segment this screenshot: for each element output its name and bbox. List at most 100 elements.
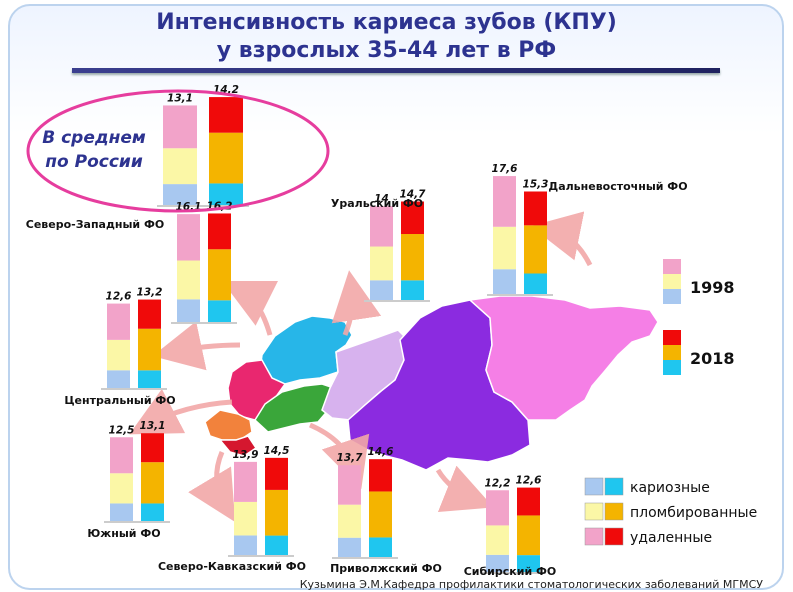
component-swatch-2018 [604,477,624,496]
value-label-1998: 13,1 [167,92,193,104]
bar-baseline [364,300,430,302]
value-label-2018: 13,1 [140,420,166,432]
value-label-2018: 13,2 [137,287,163,299]
bar-baseline [480,572,546,574]
bar-2018-carious [369,537,392,557]
bar-2018-filled [141,462,164,504]
value-label-1998: 12,6 [106,291,132,303]
bar-2018-extracted [138,299,161,329]
bar-1998-extracted [163,105,197,149]
bar-2018-carious [138,370,161,388]
bar-1998-carious [370,280,393,300]
bar-1998-filled [110,473,133,504]
bar-group-region-7: 12,2 12,6 [480,475,546,574]
value-label-1998: 17,6 [492,163,518,175]
bar-2018-carious [401,280,424,300]
map-south-district [204,409,253,441]
bar-2018-extracted [209,97,243,133]
bar-baseline [101,388,167,390]
bar-baseline [487,294,553,296]
bar-baseline [104,521,170,523]
bar-baseline [171,322,237,324]
bar-2018-carious [265,535,288,555]
bar-1998-filled [177,260,200,300]
bar-1998-extracted [107,303,130,340]
chart-title-line-1: Интенсивность кариеса зубов (КПУ) [156,10,617,35]
value-label-1998: 13,7 [337,452,364,464]
bar-2018-extracted [401,201,424,235]
bar-1998-extracted [234,461,257,502]
bar-baseline [157,205,249,207]
bar-2018-carious [141,503,164,521]
map-north-caucasus-district [218,435,258,457]
component-legend-label: удаленные [630,530,712,546]
year-swatch [663,259,681,274]
component-swatch-1998 [584,502,604,521]
year-legend-1998: 1998 [690,278,735,297]
bar-2018-filled [524,225,547,274]
bar-1998-extracted [493,176,516,227]
connector-arrow [152,321,241,371]
bar-group-region-6: 14 14,7 [364,189,430,302]
bar-group-region-1: 16,1 16,2 [171,200,237,324]
value-label-1998: 13,9 [233,449,259,461]
bar-baseline [332,557,398,559]
slide-frame [8,4,784,590]
connector-arrows [129,211,593,523]
bar-1998-carious [486,554,509,572]
region-label: Северо-Кавказский ФО [158,560,306,573]
chart-title-line-2: у взрослых 35-44 лет в РФ [216,38,557,63]
component-legend-label: кариозные [630,480,710,496]
bar-1998-carious [493,269,516,294]
connector-arrow [530,211,593,267]
year-legend-2018: 2018 [690,349,735,368]
legend: 1998 2018 кариозные пломбированные удаленные [584,259,757,546]
connector-arrow [331,270,382,336]
component-swatch-1998 [584,477,604,496]
value-label-2018: 15,3 [523,178,549,190]
bar-2018-filled [265,489,288,536]
bar-1998-carious [110,503,133,521]
average-label-line: по России [45,152,143,172]
bar-group-region-2: 12,6 13,2 [101,287,167,390]
connector-arrow [435,465,494,513]
bar-1998-extracted [338,465,361,505]
bar-baseline [228,555,294,557]
region-label: Северо-Западный ФО [26,218,164,231]
value-label-2018: 12,6 [516,475,542,487]
component-swatch-1998 [584,527,604,546]
bar-1998-carious [163,184,197,205]
bar-1998-carious [177,299,200,322]
value-label-2018: 14,6 [368,446,394,458]
region-label: Приволжский ФО [330,562,442,575]
region-label: Дальневосточный ФО [548,180,687,193]
bar-1998-extracted [370,206,393,247]
bar-2018-extracted [141,433,164,463]
bar-2018-filled [209,132,243,184]
value-label-1998: 12,2 [485,477,511,489]
component-legend-label: пломбированные [630,505,757,521]
bar-1998-filled [486,525,509,555]
year-swatch [663,345,681,360]
component-swatch-2018 [604,502,624,521]
bar-2018-carious [524,273,547,294]
region-labels: Северо-Западный ФО Центральный ФО Южный ФО… [26,128,688,578]
bar-1998-carious [234,535,257,555]
bar-2018-extracted [517,487,540,516]
bar-2018-filled [369,491,392,538]
bar-group-region-5: 13,7 14,6 [332,446,398,559]
bar-1998-filled [338,504,361,538]
bar-1998-filled [107,339,130,371]
bar-group-region-4: 13,9 14,5 [228,445,294,557]
bar-1998-carious [107,370,130,388]
region-label: Южный ФО [87,527,160,540]
connector-arrow [309,422,370,489]
bar-1998-filled [163,148,197,185]
title-underline [72,68,720,73]
bar-2018-carious [517,555,540,572]
region-label: Центральный ФО [64,394,175,407]
bar-2018-extracted [524,191,547,226]
value-label-2018: 14,7 [400,189,427,201]
average-highlight-ellipse [26,89,330,213]
component-swatch-2018 [604,527,624,546]
